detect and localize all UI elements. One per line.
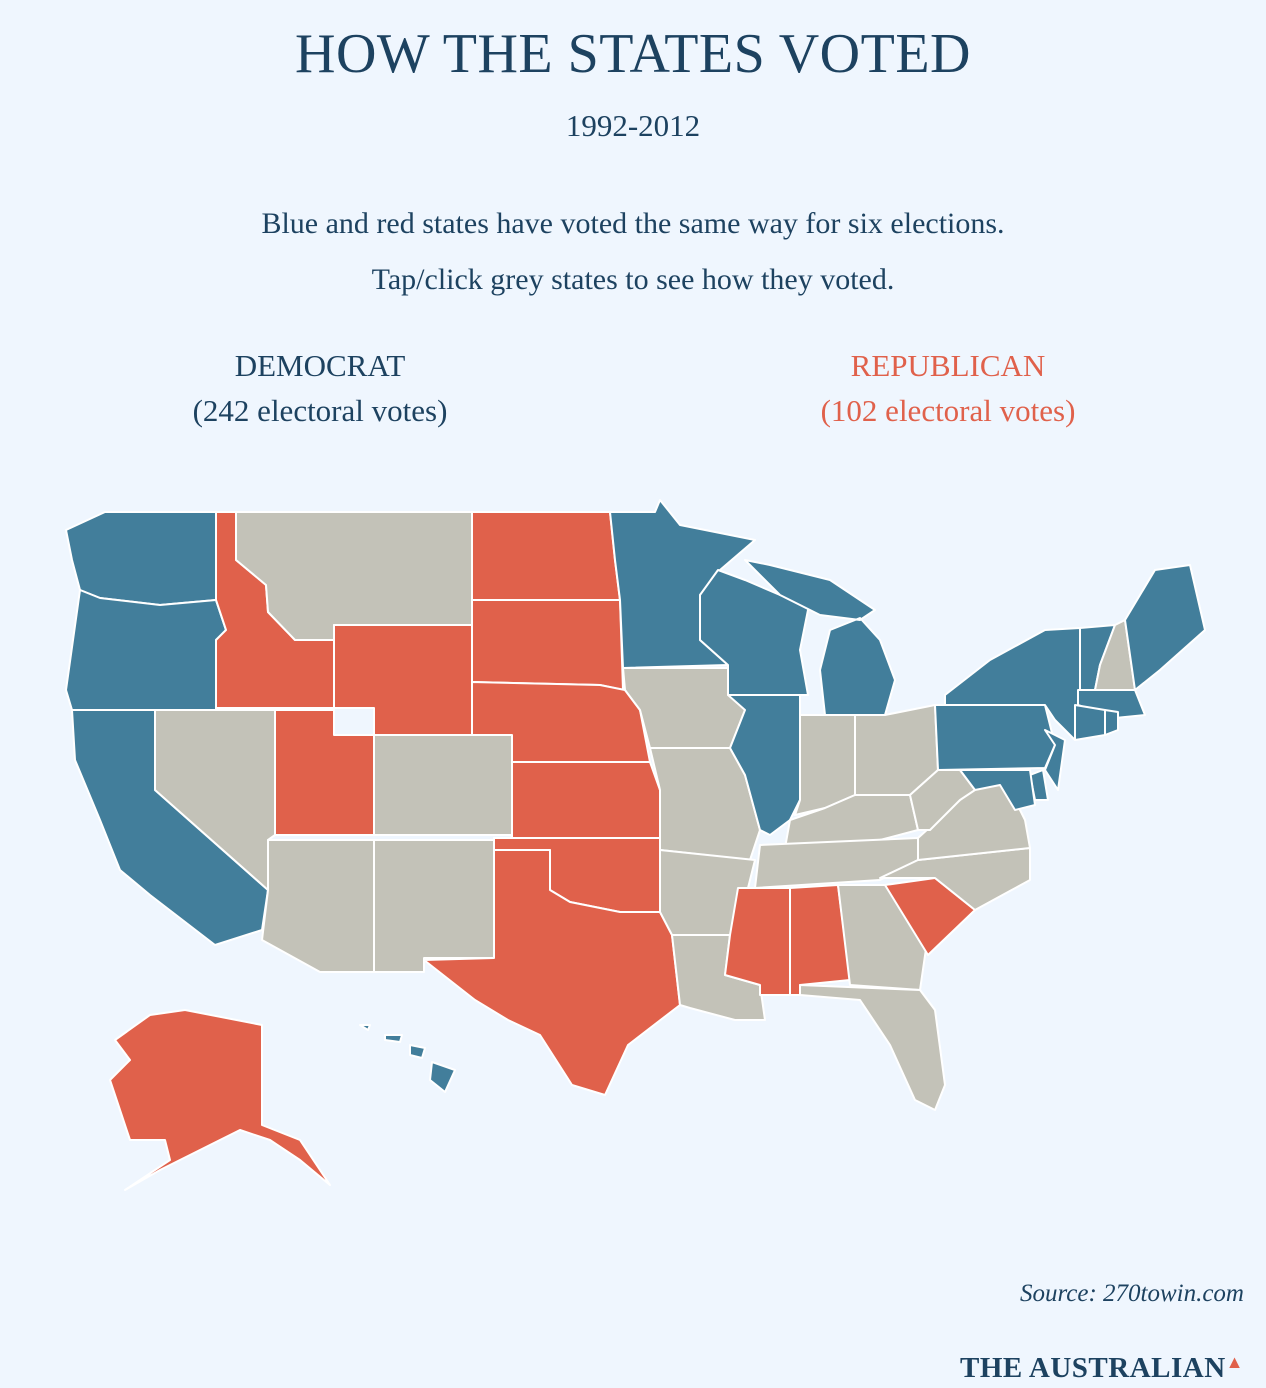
state-fl[interactable] [799,984,946,1111]
democrat-label: DEMOCRAT [234,348,406,383]
democrat-votes: (242 electoral votes) [192,393,448,428]
state-ks[interactable] [511,761,661,839]
state-wi[interactable] [699,569,811,696]
state-tn[interactable] [754,837,919,889]
description-line-1: Blue and red states have voted the same … [261,207,1005,240]
state-ma[interactable] [1077,689,1146,719]
state-ut[interactable] [274,709,375,836]
state-ct[interactable] [1074,704,1106,741]
state-nm[interactable] [373,839,495,973]
state-co[interactable] [373,734,513,836]
state-mi[interactable] [744,559,896,716]
us-election-map [65,499,1206,1191]
state-md[interactable] [959,769,1036,811]
state-me[interactable] [1124,564,1206,691]
brand-logo: THE AUSTRALIAN▲ [960,1352,1244,1385]
democrat-legend: DEMOCRAT (242 electoral votes) [120,343,520,433]
state-pa[interactable] [934,704,1056,771]
kangaroo-icon: ▲ [1225,1352,1244,1372]
republican-votes: (102 electoral votes) [820,393,1076,428]
page-title: HOW THE STATES VOTED [295,23,971,85]
state-nd[interactable] [471,511,621,601]
description-line-2: Tap/click grey states to see how they vo… [371,263,895,296]
republican-label: REPUBLICAN [850,348,1046,383]
state-ri[interactable] [1104,709,1119,736]
state-or[interactable] [65,589,227,711]
state-az[interactable] [261,839,375,973]
state-wy[interactable] [333,624,473,736]
state-nj[interactable] [1044,729,1066,791]
year-range: 1992-2012 [565,108,701,143]
state-tx[interactable] [423,849,681,1096]
republican-legend: REPUBLICAN (102 electoral votes) [748,343,1148,433]
source-note: Source: 270towin.com [1019,1280,1244,1307]
state-wa[interactable] [65,511,217,606]
state-hi[interactable] [359,1024,456,1093]
description: Blue and red states have voted the same … [0,196,1266,308]
state-sd[interactable] [471,599,624,691]
state-ak[interactable] [109,1009,331,1191]
brand-name: THE AUSTRALIAN [960,1352,1226,1384]
